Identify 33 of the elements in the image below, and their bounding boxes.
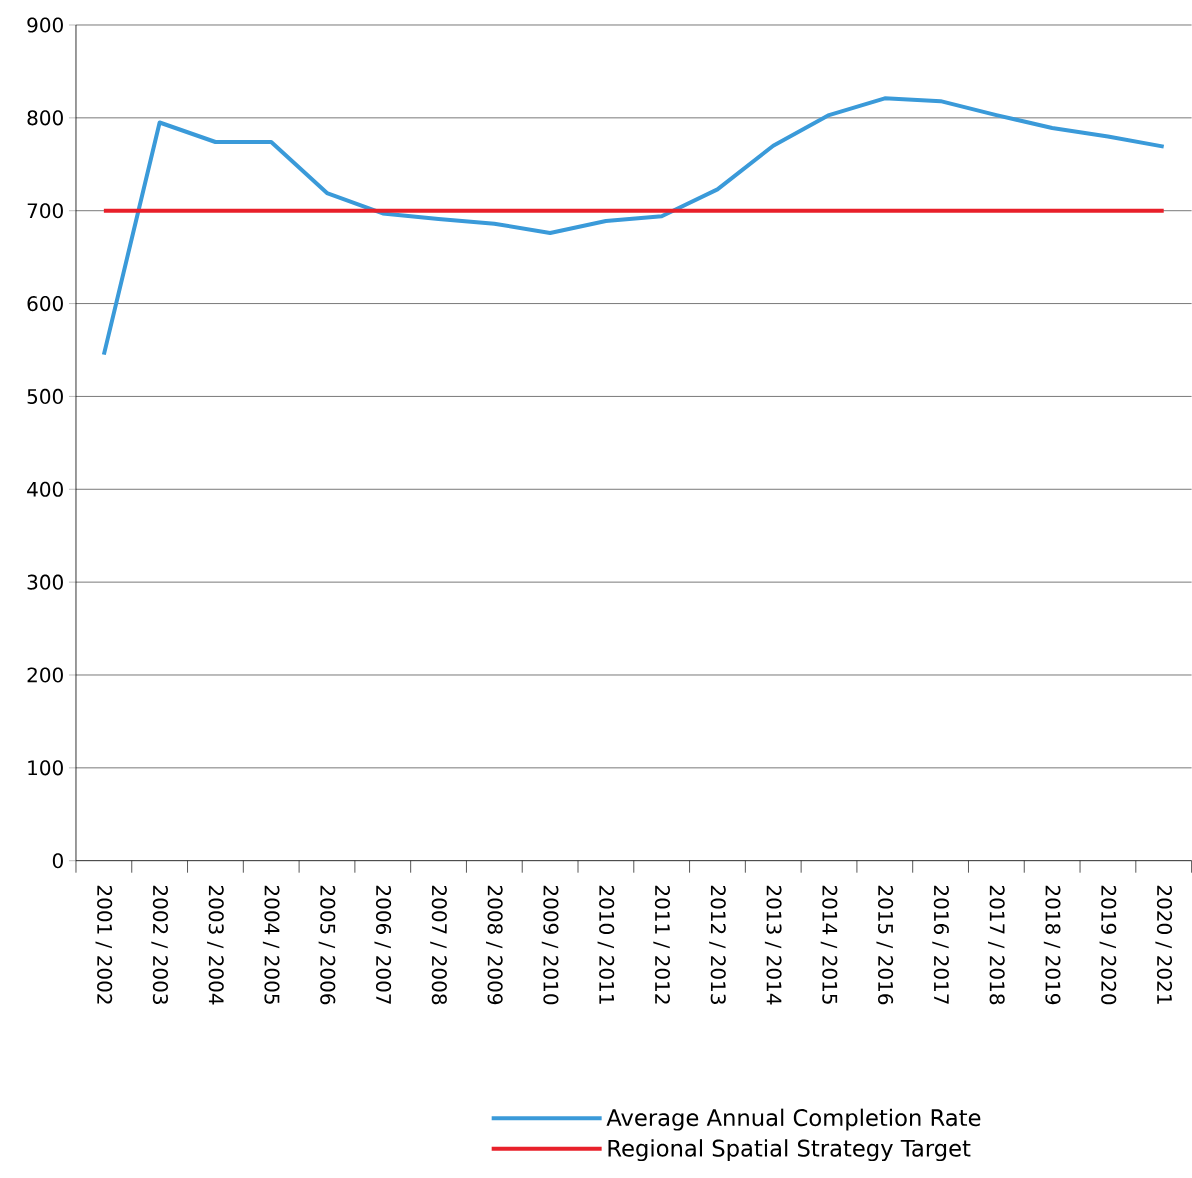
y-tick-label: 400 [27, 481, 63, 498]
y-tick-label: 700 [27, 203, 63, 219]
x-tick-label: 2007 / 2008 [430, 886, 447, 1005]
x-tick-label: 2020 / 2021 [1155, 886, 1173, 1004]
y-tick-label: 600 [27, 296, 63, 312]
y-tick-label: 900 [27, 17, 63, 33]
y-tick-label: 300 [27, 574, 63, 590]
x-tick-label: 2015 / 2016 [876, 886, 894, 1005]
y-tick-label: 800 [27, 110, 63, 126]
x-tick-label: 2011 / 2012 [653, 886, 671, 1004]
y-tick-label: 200 [27, 667, 63, 683]
y-tick-label: 100 [28, 760, 63, 776]
legend-label: Average Annual Completion Rate [606, 1108, 981, 1131]
x-tick-label: 2008 / 2009 [485, 886, 503, 1005]
x-tick-label: 2006 / 2007 [374, 886, 392, 1005]
x-tick-label: 2003 / 2004 [207, 886, 224, 1005]
x-tick-label: 2001 / 2002 [95, 886, 113, 1004]
x-tick-label: 2019 / 2020 [1099, 886, 1117, 1005]
x-tick-label: 2010 / 2011 [597, 886, 615, 1004]
x-tick-label: 2014 / 2015 [820, 886, 838, 1005]
x-tick-label: 2009 / 2010 [541, 886, 559, 1005]
line-series [101, 96, 1166, 357]
x-tick-label: 2018 / 2019 [1043, 886, 1061, 1005]
x-tick-label: 2017 / 2018 [988, 886, 1005, 1005]
x-tick-label: 2005 / 2006 [318, 886, 336, 1005]
y-tick-label: 500 [27, 389, 63, 405]
x-tick-label: 2012 / 2013 [709, 886, 726, 1005]
x-tick-label: 2002 / 2003 [151, 886, 168, 1005]
x-tick-label: 2004 / 2005 [262, 886, 280, 1005]
x-tick-label: 2013 / 2014 [764, 886, 782, 1005]
x-tick-label: 2016 / 2017 [932, 886, 949, 1005]
legend-label: Regional Spatial Strategy Target [608, 1139, 971, 1162]
y-tick-label: 0 [52, 853, 63, 869]
